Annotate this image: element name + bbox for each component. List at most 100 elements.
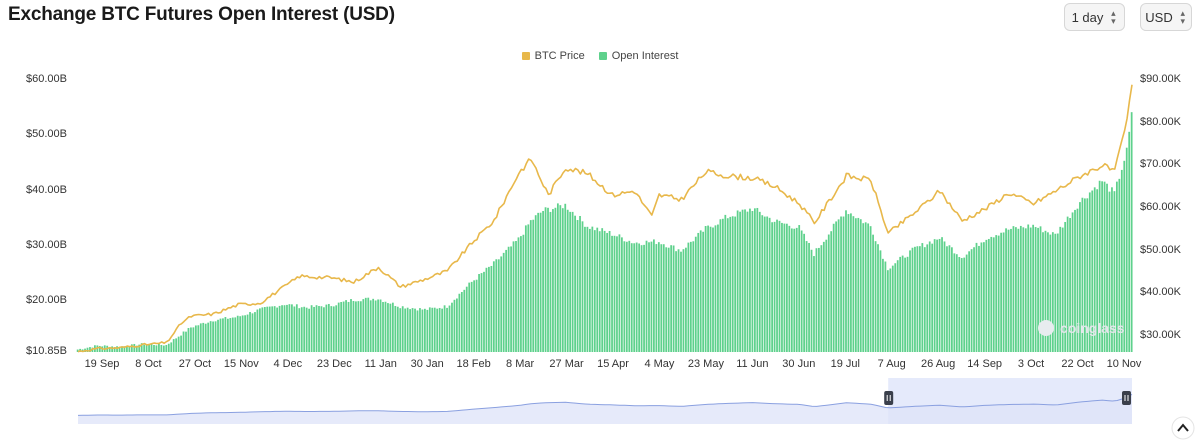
open-interest-bar[interactable] xyxy=(214,321,217,352)
open-interest-bar[interactable] xyxy=(468,282,471,352)
open-interest-bar[interactable] xyxy=(1049,234,1052,352)
open-interest-bar[interactable] xyxy=(231,317,234,352)
open-interest-bar[interactable] xyxy=(593,230,596,352)
open-interest-bar[interactable] xyxy=(458,293,461,352)
open-interest-bar[interactable] xyxy=(389,303,392,352)
open-interest-bar[interactable] xyxy=(850,213,852,352)
open-interest-bar[interactable] xyxy=(793,228,796,352)
open-interest-bar[interactable] xyxy=(650,241,653,352)
open-interest-bar[interactable] xyxy=(155,345,158,352)
open-interest-bar[interactable] xyxy=(842,216,845,352)
open-interest-bar[interactable] xyxy=(825,239,828,352)
open-interest-bar[interactable] xyxy=(478,274,480,352)
open-interest-bar[interactable] xyxy=(576,220,579,352)
open-interest-bar[interactable] xyxy=(165,344,168,352)
open-interest-bar[interactable] xyxy=(414,308,416,352)
open-interest-bar[interactable] xyxy=(717,224,719,352)
legend-item-open-interest[interactable]: Open Interest xyxy=(598,50,678,62)
open-interest-bar[interactable] xyxy=(894,263,897,352)
open-interest-bar[interactable] xyxy=(259,308,261,352)
open-interest-bar[interactable] xyxy=(143,344,146,352)
open-interest-bar[interactable] xyxy=(404,308,407,352)
open-interest-bar[interactable] xyxy=(623,241,626,352)
open-interest-bar[interactable] xyxy=(753,208,756,352)
open-interest-bar[interactable] xyxy=(507,246,510,352)
open-interest-bar[interactable] xyxy=(421,309,424,352)
open-interest-bar[interactable] xyxy=(596,227,599,352)
open-interest-bar[interactable] xyxy=(955,254,958,352)
open-interest-bar[interactable] xyxy=(896,260,899,352)
open-interest-bar[interactable] xyxy=(394,305,397,352)
open-interest-bar[interactable] xyxy=(699,230,702,352)
open-interest-bar[interactable] xyxy=(901,255,904,352)
open-interest-bar[interactable] xyxy=(859,219,862,352)
open-interest-bar[interactable] xyxy=(495,259,498,352)
open-interest-bar[interactable] xyxy=(1111,187,1113,352)
open-interest-bar[interactable] xyxy=(566,209,569,352)
open-interest-bar[interactable] xyxy=(973,247,975,352)
open-interest-bar[interactable] xyxy=(869,226,872,352)
open-interest-bar[interactable] xyxy=(608,231,611,352)
open-interest-bar[interactable] xyxy=(1113,191,1116,352)
open-interest-bar[interactable] xyxy=(118,347,121,352)
open-interest-bar[interactable] xyxy=(288,304,291,352)
open-interest-bar[interactable] xyxy=(975,242,978,352)
open-interest-bar[interactable] xyxy=(1024,228,1027,352)
open-interest-bar[interactable] xyxy=(914,246,916,352)
open-interest-bar[interactable] xyxy=(424,308,426,352)
open-interest-bar[interactable] xyxy=(827,234,830,352)
open-interest-bar[interactable] xyxy=(387,303,389,352)
open-interest-bar[interactable] xyxy=(497,259,500,352)
open-interest-bar[interactable] xyxy=(527,224,530,352)
open-interest-bar[interactable] xyxy=(613,235,616,352)
open-interest-bar[interactable] xyxy=(788,225,791,352)
open-interest-bar[interactable] xyxy=(194,325,197,352)
open-interest-bar[interactable] xyxy=(852,216,855,352)
open-interest-bar[interactable] xyxy=(347,301,350,352)
open-interest-bar[interactable] xyxy=(923,247,926,352)
open-interest-bar[interactable] xyxy=(411,308,414,352)
open-interest-bar[interactable] xyxy=(1128,131,1131,352)
open-interest-bar[interactable] xyxy=(108,347,111,352)
open-interest-bar[interactable] xyxy=(682,249,685,352)
open-interest-bar[interactable] xyxy=(362,299,365,352)
open-interest-bar[interactable] xyxy=(428,307,431,352)
open-interest-bar[interactable] xyxy=(197,325,200,352)
open-interest-bar[interactable] xyxy=(246,314,249,352)
open-interest-bar[interactable] xyxy=(515,241,517,352)
open-interest-bar[interactable] xyxy=(702,231,705,352)
open-interest-bar[interactable] xyxy=(170,342,173,352)
open-interest-bar[interactable] xyxy=(889,268,892,353)
open-interest-bar[interactable] xyxy=(867,223,870,352)
open-interest-bar[interactable] xyxy=(741,209,744,352)
open-interest-bar[interactable] xyxy=(1101,181,1103,352)
open-interest-bar[interactable] xyxy=(303,306,306,352)
open-interest-bar[interactable] xyxy=(687,242,690,352)
open-interest-bar[interactable] xyxy=(192,327,195,352)
open-interest-bar[interactable] xyxy=(266,306,269,352)
open-interest-bar[interactable] xyxy=(1093,187,1096,352)
open-interest-bar[interactable] xyxy=(470,281,473,352)
open-interest-bar[interactable] xyxy=(675,251,677,352)
open-interest-bar[interactable] xyxy=(1047,232,1049,352)
open-interest-bar[interactable] xyxy=(1005,228,1007,352)
open-interest-bar[interactable] xyxy=(436,308,439,352)
open-interest-bar[interactable] xyxy=(571,211,574,352)
open-interest-bar[interactable] xyxy=(660,244,663,352)
open-interest-bar[interactable] xyxy=(1069,218,1071,352)
open-interest-bar[interactable] xyxy=(318,306,320,352)
open-interest-bar[interactable] xyxy=(199,323,202,352)
open-interest-bar[interactable] xyxy=(138,344,141,352)
open-interest-bar[interactable] xyxy=(768,217,771,352)
open-interest-bar[interactable] xyxy=(648,242,650,352)
open-interest-bar[interactable] xyxy=(857,217,860,352)
open-interest-bar[interactable] xyxy=(778,220,781,352)
open-interest-bar[interactable] xyxy=(1056,233,1059,352)
open-interest-bar[interactable] xyxy=(621,237,623,352)
open-interest-bar[interactable] xyxy=(603,230,606,352)
btc-price-series-line[interactable] xyxy=(77,84,1133,353)
open-interest-bar[interactable] xyxy=(588,228,591,352)
open-interest-bar[interactable] xyxy=(175,338,178,352)
open-interest-bar[interactable] xyxy=(882,258,884,352)
open-interest-bar[interactable] xyxy=(1079,202,1081,352)
